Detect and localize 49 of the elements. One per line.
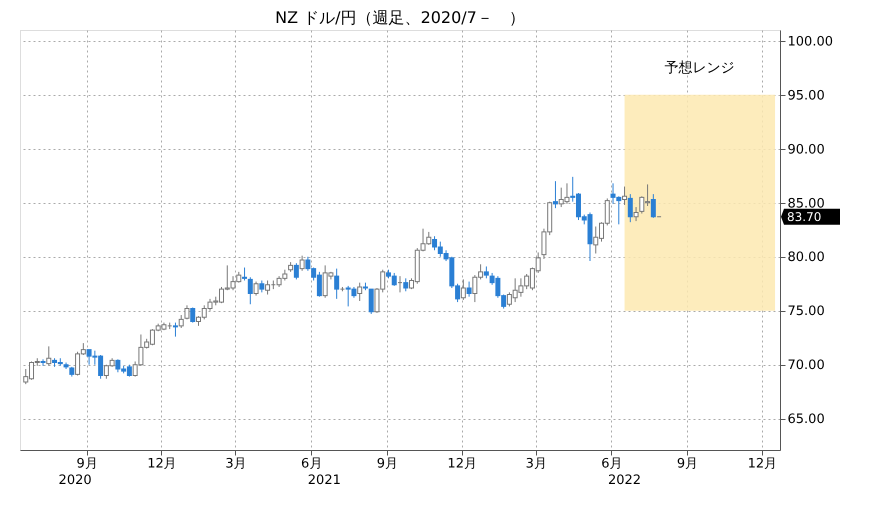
candlestick (628, 194, 633, 223)
y-tick-label: 75.00 (788, 304, 825, 320)
candlestick (259, 280, 264, 293)
x-tick-label: 12月 (147, 456, 177, 472)
candlestick (254, 281, 259, 296)
candlestick (368, 288, 374, 314)
x-tick-label: 9月 (76, 456, 98, 472)
candlestick (484, 266, 489, 279)
candlestick (294, 262, 299, 280)
candlestick (69, 366, 74, 378)
candlestick (334, 268, 340, 300)
y-tick-label: 90.00 (788, 142, 825, 158)
candlestick (300, 255, 305, 272)
candlestick (403, 278, 408, 292)
chart-title: NZ ドル/円（週足、2020/7－ ） (275, 8, 525, 27)
candlestick (178, 314, 184, 328)
x-tick-label: 3月 (225, 456, 247, 472)
x-tick-label: 12月 (447, 456, 477, 472)
candlestick (357, 282, 362, 302)
x-tick-label: 12月 (748, 456, 778, 472)
annotation: 予想レンジ (664, 60, 734, 76)
candlestick (248, 276, 253, 305)
candlestick (466, 281, 472, 298)
x-tick-label: 6月 (601, 456, 623, 472)
candlestick (460, 278, 466, 300)
candlestick (172, 322, 178, 338)
y-tick-label: 95.00 (788, 88, 825, 104)
text: 83.70 (787, 210, 822, 224)
candlestick (184, 304, 190, 320)
x-tick-label: 3月 (526, 456, 547, 472)
candlestick (650, 194, 656, 218)
y-tick-label: 65.00 (788, 412, 825, 428)
candlestick (46, 346, 52, 366)
candlestick (288, 262, 294, 272)
x2-tick-label: 2021 (308, 473, 341, 488)
candlestick (622, 186, 628, 206)
x2-tick-label: 2020 (58, 473, 92, 488)
candlestick (552, 180, 558, 209)
y-tick-label: 85.00 (788, 196, 825, 212)
x-tick-label: 9月 (676, 456, 698, 472)
candlestick (242, 267, 248, 281)
candlestick (634, 206, 639, 222)
x-tick-label: 6月 (301, 456, 322, 472)
y-tick-label: 80.00 (788, 250, 825, 266)
y-tick-label: 70.00 (788, 358, 825, 374)
y-tick-label: 100.00 (788, 34, 833, 50)
candlestick (190, 306, 196, 324)
x-tick-label: 9月 (376, 456, 398, 472)
x2-tick-label: 2022 (608, 473, 642, 488)
